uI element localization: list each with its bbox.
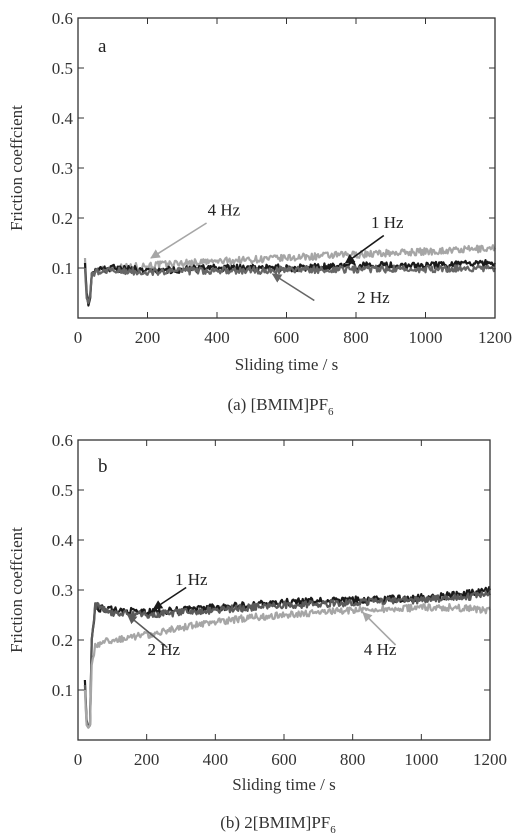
plot-frame [77, 439, 491, 741]
y-axis-title: Friction coeffcient [7, 527, 26, 653]
annotation-arrow [344, 234, 385, 264]
x-tick-label: 0 [74, 750, 83, 769]
x-tick-label: 1000 [409, 328, 443, 347]
series-line-4-hz [83, 244, 496, 305]
annotation-label: 2 Hz [357, 288, 390, 307]
y-tick-label: 0.1 [52, 681, 73, 700]
chart-panel-b: 0 200 400 600 800 1000 1200 0.1 0.2 0.3 0.4 0.5 0.6 b… [7, 431, 507, 835]
panel-letter: b [98, 456, 108, 477]
caption-subscript: 6 [330, 824, 336, 835]
annotation-arrow [271, 273, 315, 302]
y-tick-label: 0.4 [52, 109, 74, 128]
x-axis-title: Sliding time / s [235, 355, 338, 374]
caption-subscript: 6 [328, 406, 334, 418]
panel-letter: a [98, 36, 107, 57]
y-tick-label: 0.1 [52, 259, 73, 278]
x-axis-title: Sliding time / s [232, 775, 335, 794]
series-line-2-hz [83, 591, 492, 729]
x-tick-label: 600 [274, 328, 300, 347]
x-tick-label: 1000 [404, 750, 438, 769]
chart-panel-a: 0 200 400 600 800 1000 1200 0.1 0.2 0.3 0.4 0.5 0.6 a… [7, 9, 512, 418]
caption-text: (a) [BMIM]PF [227, 395, 328, 414]
y-tick-label: 0.5 [52, 59, 73, 78]
y-axis-title: Friction coeffcient [7, 105, 26, 231]
x-tick-label: 800 [343, 328, 369, 347]
series-line-2-hz [83, 264, 497, 305]
y-tick-label: 0.2 [52, 209, 73, 228]
figure-caption: (a) [BMIM]PF6 [227, 395, 334, 418]
x-tick-label: 600 [271, 750, 297, 769]
x-tick-label: 400 [203, 750, 229, 769]
y-tick-label: 0.3 [52, 581, 73, 600]
x-tick-label: 800 [340, 750, 366, 769]
annotation-arrow [127, 614, 168, 649]
y-tick-label: 0.2 [52, 631, 73, 650]
annotation-arrow [150, 222, 208, 259]
caption-text: (b) 2[BMIM]PF [220, 813, 330, 832]
x-tick-label: 200 [135, 328, 161, 347]
series-line-4-hz [83, 603, 492, 729]
y-tick-label: 0.6 [52, 431, 73, 450]
y-tick-label: 0.3 [52, 159, 73, 178]
annotation-label: 2 Hz [148, 640, 181, 659]
x-tick-label: 400 [204, 328, 230, 347]
figure-caption: (b) 2[BMIM]PF6 [220, 813, 336, 835]
annotation-label: 1 Hz [175, 570, 208, 589]
annotation-arrow [152, 586, 187, 610]
x-tick-label: 1200 [478, 328, 512, 347]
x-tick-label: 0 [74, 328, 83, 347]
annotation-arrow [362, 611, 397, 646]
y-tick-label: 0.5 [52, 481, 73, 500]
y-tick-label: 0.4 [52, 531, 74, 550]
x-tick-label: 1200 [473, 750, 507, 769]
x-tick-label: 200 [134, 750, 160, 769]
annotation-label: 4 Hz [364, 640, 397, 659]
y-tick-label: 0.6 [52, 9, 73, 28]
series-line-1-hz [83, 586, 492, 729]
annotation-label: 1 Hz [371, 213, 404, 232]
annotation-label: 4 Hz [208, 201, 241, 220]
